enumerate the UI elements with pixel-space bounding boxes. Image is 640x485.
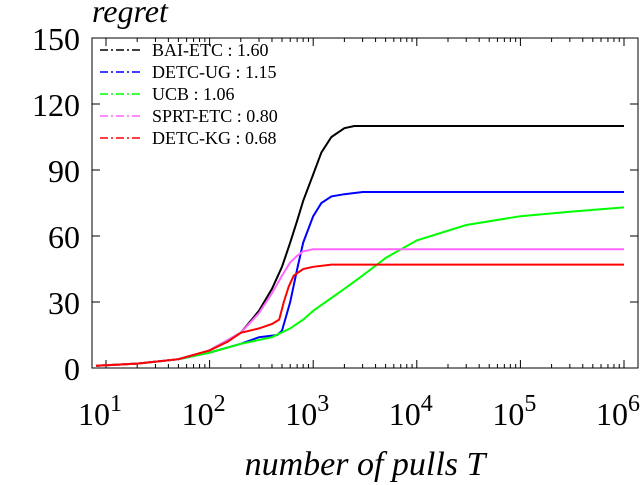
x-tick-base: 10 xyxy=(389,396,421,432)
x-tick-base: 10 xyxy=(78,396,110,432)
legend-label-0: BAI-ETC : 1.60 xyxy=(152,40,269,60)
y-tick-label: 90 xyxy=(48,153,80,189)
x-tick-exponent: 3 xyxy=(317,391,329,417)
x-axis-title: number of pulls T xyxy=(245,446,488,483)
x-tick-exponent: 1 xyxy=(110,391,122,417)
x-tick-label: 101 xyxy=(78,391,122,432)
x-tick-exponent: 2 xyxy=(214,391,226,417)
chart-title: regret xyxy=(92,0,169,29)
y-tick-label: 60 xyxy=(48,219,80,255)
legend-label-1: DETC-UG : 1.15 xyxy=(152,62,277,82)
legend-label-2: UCB : 1.06 xyxy=(152,84,235,104)
x-tick-base: 10 xyxy=(596,396,628,432)
series-line-3 xyxy=(95,248,624,367)
series-line-2 xyxy=(95,206,625,367)
x-tick-base: 10 xyxy=(182,396,214,432)
x-tick-base: 10 xyxy=(285,396,317,432)
series-line-1 xyxy=(95,191,624,367)
y-tick-label: 0 xyxy=(64,351,80,387)
x-tick-label: 102 xyxy=(182,391,226,432)
x-tick-label: 104 xyxy=(389,391,433,432)
series-line-0 xyxy=(95,125,624,367)
y-axis: 0 30 60 90 120 150 xyxy=(32,21,638,387)
legend-label-3: SPRT-ETC : 0.80 xyxy=(152,106,278,126)
y-tick-label: 30 xyxy=(48,285,80,321)
series-line-4 xyxy=(95,263,624,367)
series-lines xyxy=(95,125,625,367)
y-tick-label: 120 xyxy=(32,87,80,123)
y-tick-label: 150 xyxy=(32,21,80,57)
x-tick-exponent: 5 xyxy=(524,391,536,417)
x-tick-label: 103 xyxy=(285,391,329,432)
x-tick-base: 10 xyxy=(492,396,524,432)
plot-frame xyxy=(91,37,639,369)
legend-label-4: DETC-KG : 0.68 xyxy=(152,128,277,148)
x-tick-label: 105 xyxy=(492,391,536,432)
x-tick-exponent: 6 xyxy=(628,391,640,417)
x-tick-exponent: 4 xyxy=(421,391,433,417)
x-tick-label: 106 xyxy=(596,391,640,432)
x-axis: 101 102 103 104 105 106 xyxy=(78,38,640,432)
